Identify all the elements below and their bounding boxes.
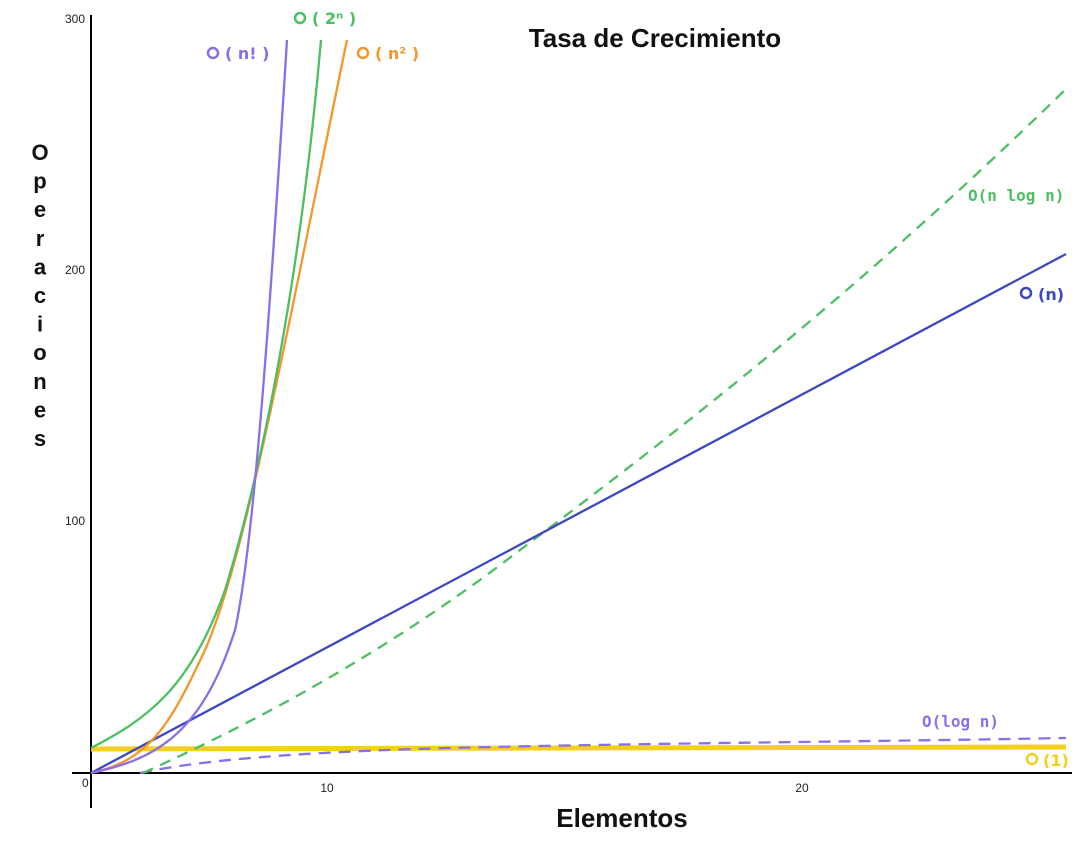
series-marker-on2 bbox=[356, 46, 370, 60]
series-line-on bbox=[90, 252, 1067, 775]
series-line-onlogn bbox=[142, 88, 1067, 775]
series-label-o2n: ( 2ⁿ ) bbox=[293, 9, 356, 28]
series-line-ologn bbox=[139, 736, 1067, 775]
series-label-o1: (1) bbox=[1025, 751, 1069, 770]
series-label-onfact: ( n! ) bbox=[206, 44, 269, 63]
x-tick-label: 20 bbox=[795, 781, 809, 795]
series-label-on2: ( n² ) bbox=[356, 44, 419, 63]
series-line-on2 bbox=[90, 39, 349, 775]
x-axis-label: Elementos bbox=[556, 803, 688, 833]
series-label-on: (n) bbox=[1019, 285, 1064, 304]
series-line-o2n bbox=[90, 39, 323, 750]
x-tick-label: 0 bbox=[82, 776, 89, 790]
series-line-onfact bbox=[90, 39, 289, 775]
y-tick-label: 300 bbox=[65, 12, 85, 26]
series-marker-o1 bbox=[1025, 752, 1039, 766]
series-marker-on bbox=[1019, 286, 1033, 300]
y-tick-label: 200 bbox=[65, 263, 85, 277]
series-label-text: ( n² ) bbox=[375, 44, 419, 63]
series-label-text: (1) bbox=[1043, 751, 1069, 770]
chart-title: Tasa de Crecimiento bbox=[529, 23, 781, 53]
series-label-onlogn: O(n log n) bbox=[968, 186, 1064, 205]
series-label-text: (n) bbox=[1038, 285, 1064, 304]
series-marker-onfact bbox=[206, 46, 220, 60]
series-line-o1 bbox=[90, 744, 1067, 752]
y-tick-label: 100 bbox=[65, 514, 85, 528]
series-label-text: ( 2ⁿ ) bbox=[312, 9, 356, 28]
series-label-ologn: O(log n) bbox=[922, 712, 999, 731]
series-marker-o2n bbox=[293, 11, 307, 25]
x-tick-label: 10 bbox=[320, 781, 334, 795]
series-label-text: ( n! ) bbox=[225, 44, 269, 63]
